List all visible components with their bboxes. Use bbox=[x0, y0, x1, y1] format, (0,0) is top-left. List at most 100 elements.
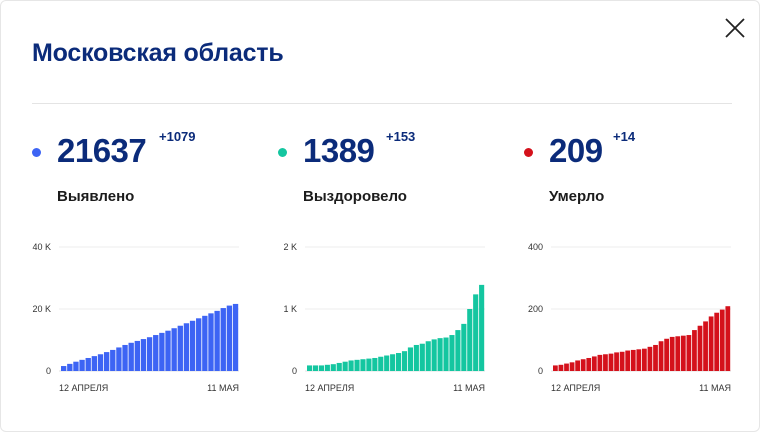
chart-bar bbox=[597, 354, 603, 371]
stat-deaths: 209 +14 Умерло 400 200 0 12 АПРЕЛЯ 11 МАЯ bbox=[524, 126, 754, 426]
divider bbox=[32, 103, 732, 104]
chart-bar bbox=[116, 347, 122, 371]
chart-bar bbox=[714, 312, 720, 371]
y-tick-label: 1 K bbox=[283, 304, 297, 314]
chart-bar bbox=[165, 330, 171, 371]
status-dot bbox=[524, 148, 533, 157]
x-end-label: 11 МАЯ bbox=[699, 383, 731, 393]
chart-bar bbox=[449, 335, 455, 371]
y-tick-label: 0 bbox=[538, 366, 543, 376]
stat-recovered: 1389 +153 Выздоровело 2 K 1 K 0 12 АПРЕЛЯ 11… bbox=[278, 126, 508, 426]
chart-bar bbox=[330, 364, 336, 371]
chart-bar bbox=[384, 355, 390, 371]
chart-bar bbox=[719, 309, 725, 371]
chart-bar bbox=[128, 342, 134, 371]
stat-delta: +14 bbox=[613, 129, 636, 144]
stat-delta: +153 bbox=[386, 129, 416, 144]
y-tick-label: 0 bbox=[46, 366, 51, 376]
chart-bar bbox=[103, 352, 110, 371]
chart-bar bbox=[67, 363, 73, 371]
chart-bar bbox=[580, 359, 586, 371]
chart-bar bbox=[73, 361, 79, 371]
chart-bar bbox=[725, 306, 731, 371]
chart-bar bbox=[153, 335, 159, 371]
chart-bar bbox=[558, 364, 564, 371]
chart-bar bbox=[443, 337, 449, 371]
chart-bar bbox=[437, 338, 443, 371]
chart-bar bbox=[372, 357, 378, 371]
chart-bar bbox=[378, 356, 384, 371]
chart-bar bbox=[586, 357, 592, 371]
y-tick-label: 20 K bbox=[32, 304, 51, 314]
chart-bar bbox=[455, 330, 461, 371]
chart-bar bbox=[97, 354, 104, 371]
chart-bar bbox=[183, 323, 190, 371]
stat-label: Выявлено bbox=[57, 188, 135, 205]
x-start-label: 12 АПРЕЛЯ bbox=[59, 383, 108, 393]
chart-bar bbox=[336, 362, 342, 371]
chart-bar bbox=[220, 308, 226, 371]
chart-bar bbox=[569, 362, 575, 371]
chart-bar bbox=[208, 313, 214, 371]
chart-bar bbox=[575, 360, 581, 371]
chart-bar bbox=[669, 336, 675, 371]
chart-bar bbox=[189, 320, 196, 371]
stat-chart: 2 K 1 K 0 12 АПРЕЛЯ 11 МАЯ bbox=[283, 242, 485, 393]
chart-bar bbox=[630, 349, 636, 371]
stat-value: 21637 bbox=[57, 132, 147, 169]
chart-bar bbox=[396, 353, 402, 371]
chart-bar bbox=[642, 348, 647, 371]
chart-bar bbox=[653, 344, 658, 371]
chart-bar bbox=[366, 358, 372, 371]
status-dot bbox=[278, 148, 287, 157]
chart-bar bbox=[658, 341, 664, 371]
chart-bar bbox=[413, 344, 419, 371]
chart-bar bbox=[614, 352, 619, 371]
chart-bar bbox=[591, 356, 597, 371]
chart-bar bbox=[79, 359, 85, 371]
chart-bar bbox=[171, 328, 177, 371]
chart-bar bbox=[419, 343, 425, 371]
page-title: Московская область bbox=[32, 39, 284, 67]
close-button[interactable] bbox=[723, 16, 747, 40]
chart-bar bbox=[473, 294, 479, 371]
chart-bar bbox=[318, 365, 324, 371]
chart-bar bbox=[625, 350, 631, 371]
x-start-label: 12 АПРЕЛЯ bbox=[305, 383, 354, 393]
chart-bar bbox=[692, 330, 697, 371]
chart-bar bbox=[479, 284, 485, 371]
chart-bar bbox=[401, 351, 408, 371]
chart-bar bbox=[675, 336, 681, 371]
chart-bar bbox=[431, 339, 437, 371]
chart-bar bbox=[697, 325, 703, 371]
chart-bar bbox=[122, 344, 128, 371]
y-tick-label: 400 bbox=[528, 242, 543, 252]
chart-bar bbox=[390, 354, 396, 371]
chart-bar bbox=[708, 316, 714, 371]
chart-bar bbox=[348, 360, 354, 371]
x-start-label: 12 АПРЕЛЯ bbox=[551, 383, 600, 393]
chart-bar bbox=[140, 339, 147, 371]
y-tick-label: 0 bbox=[292, 366, 297, 376]
chart-bar bbox=[603, 354, 608, 371]
chart-bar bbox=[360, 359, 366, 371]
chart-bar bbox=[680, 335, 686, 371]
chart-bar bbox=[196, 318, 202, 371]
chart-bar bbox=[85, 357, 91, 371]
chart-bar bbox=[342, 361, 348, 371]
chart-bar bbox=[177, 325, 183, 371]
chart-bar bbox=[324, 364, 330, 371]
chart-bar bbox=[467, 309, 473, 371]
chart-bar bbox=[214, 310, 220, 371]
chart-bar bbox=[636, 349, 642, 371]
chart-bar bbox=[647, 346, 653, 371]
y-tick-label: 40 K bbox=[32, 242, 51, 252]
y-tick-label: 2 K bbox=[283, 242, 297, 252]
chart-bar bbox=[564, 363, 569, 371]
status-dot bbox=[32, 148, 41, 157]
chart-bar bbox=[664, 338, 670, 371]
chart-bar bbox=[146, 337, 153, 371]
chart-bar bbox=[703, 321, 708, 371]
x-end-label: 11 МАЯ bbox=[207, 383, 239, 393]
